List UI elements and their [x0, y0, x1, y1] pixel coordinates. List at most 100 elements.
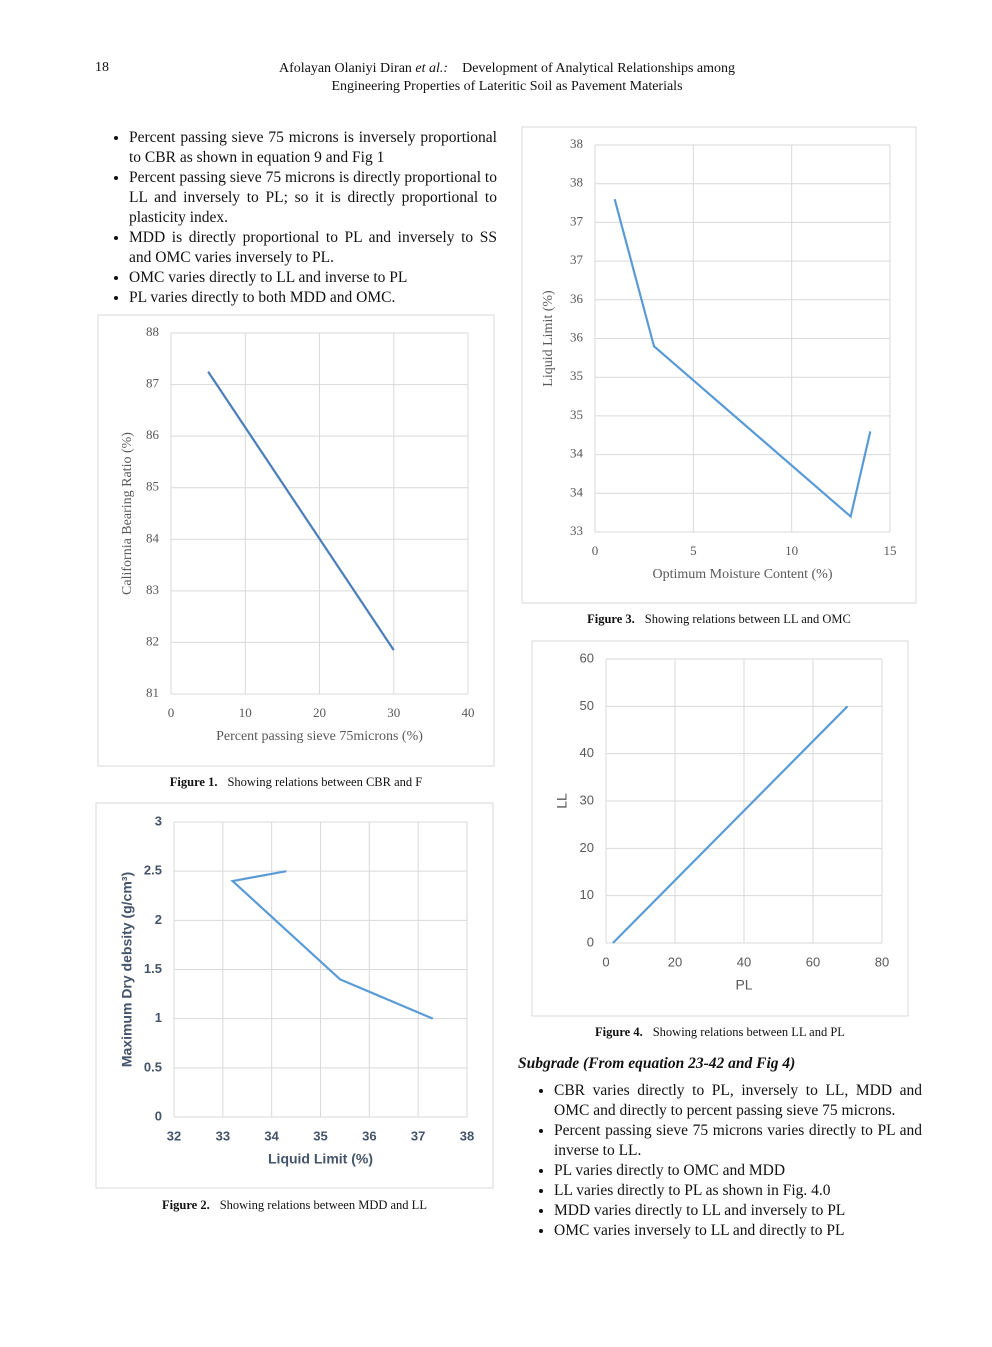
x-tick-label: 35 — [313, 1128, 327, 1143]
y-tick-label: 2 — [155, 912, 162, 927]
x-tick-label: 10 — [239, 705, 252, 720]
caption-text: Showing relations between MDD and LL — [220, 1198, 427, 1212]
y-tick-label: 60 — [580, 650, 594, 665]
x-tick-label: 0 — [592, 543, 599, 558]
y-tick-label: 10 — [580, 887, 594, 902]
x-tick-label: 40 — [462, 705, 475, 720]
y-tick-label: 87 — [146, 376, 160, 391]
x-tick-label: 20 — [668, 954, 682, 969]
y-tick-label: 36 — [570, 291, 584, 306]
x-tick-label: 40 — [737, 954, 751, 969]
x-tick-label: 15 — [884, 543, 897, 558]
title-line: Development of Analytical Relationships … — [462, 61, 736, 76]
bullet: Percent passing sieve 75 microns varies … — [554, 1121, 922, 1161]
y-tick-label: 83 — [146, 582, 159, 597]
y-tick-label: 37 — [570, 252, 584, 267]
x-tick-label: 33 — [216, 1128, 230, 1143]
title-line: Engineering Properties of Lateritic Soil… — [331, 79, 683, 94]
bullet: LL varies directly to PL as shown in Fig… — [554, 1181, 922, 1201]
data-line — [613, 198, 872, 519]
y-tick-label: 0 — [155, 1108, 162, 1123]
x-tick-label: 80 — [875, 954, 889, 969]
y-axis-title: Maximum Dry debsity (g/cm³) — [119, 872, 135, 1067]
y-tick-label: 0 — [587, 934, 594, 949]
figure-caption: Figure 3. Showing relations between LL an… — [587, 612, 851, 626]
figure-caption: Figure 2. Showing relations between MDD a… — [162, 1198, 427, 1212]
y-axis-title: California Bearing Ratio (%) — [120, 432, 135, 595]
data-line — [230, 870, 434, 1020]
y-tick-label: 1.5 — [144, 961, 162, 976]
y-tick-label: 35 — [570, 368, 583, 383]
x-tick-label: 10 — [785, 543, 798, 558]
y-tick-label: 38 — [570, 136, 583, 151]
y-axis-title: LL — [554, 793, 570, 809]
y-tick-label: 86 — [146, 427, 160, 442]
running-header: Afolayan Olaniyi Diran et al.: Developme… — [200, 60, 814, 96]
caption-label: Figure 3. — [587, 612, 635, 626]
y-tick-label: 82 — [146, 633, 159, 648]
figure-caption: Figure 4. Showing relations between LL an… — [595, 1025, 845, 1039]
y-tick-label: 34 — [570, 446, 584, 461]
y-tick-label: 30 — [580, 792, 594, 807]
caption-label: Figure 2. — [162, 1198, 210, 1212]
section-heading: Subgrade (From equation 23-42 and Fig 4) — [518, 1055, 796, 1072]
x-tick-label: 32 — [167, 1128, 181, 1143]
authors: Afolayan Olaniyi Diran — [278, 61, 412, 76]
y-tick-label: 50 — [580, 698, 594, 713]
header-line: Afolayan Olaniyi Diran et al.: Developme… — [200, 60, 814, 78]
y-tick-label: 81 — [146, 685, 159, 700]
x-tick-label: 34 — [264, 1128, 279, 1143]
data-line — [612, 705, 849, 944]
chart-frame — [97, 314, 495, 767]
bullet: PL varies directly to OMC and MDD — [554, 1161, 922, 1181]
bullet: MDD is directly proportional to PL and i… — [129, 228, 497, 268]
chart-frame — [531, 640, 909, 1017]
x-axis-title: Optimum Moisture Content (%) — [652, 567, 832, 582]
y-tick-label: 40 — [580, 745, 594, 760]
bullet: Percent passing sieve 75 microns is dire… — [129, 168, 497, 228]
figure-caption: Figure 1. Showing relations between CBR a… — [170, 775, 423, 789]
y-tick-label: 33 — [570, 523, 583, 538]
bullet: OMC varies inversely to LL and directly … — [554, 1221, 922, 1241]
bullet: MDD varies directly to LL and inversely … — [554, 1201, 922, 1221]
x-tick-label: 0 — [168, 705, 175, 720]
y-tick-label: 1 — [155, 1010, 162, 1025]
y-tick-label: 0.5 — [144, 1059, 162, 1074]
caption-text: Showing relations between LL and OMC — [645, 612, 851, 626]
bullet: PL varies directly to both MDD and OMC. — [129, 288, 497, 308]
x-tick-label: 60 — [806, 954, 820, 969]
left-bullets: Percent passing sieve 75 microns is inve… — [111, 128, 497, 308]
x-axis-title: PL — [735, 977, 752, 993]
caption-text: Showing relations between CBR and F — [227, 775, 422, 789]
subgrade-bullets: CBR varies directly to PL, inversely to … — [536, 1081, 922, 1241]
bullet: CBR varies directly to PL, inversely to … — [554, 1081, 922, 1121]
y-tick-label: 35 — [570, 407, 583, 422]
page-number: 18 — [95, 60, 109, 75]
x-axis-title: Percent passing sieve 75microns (%) — [216, 729, 423, 744]
y-tick-label: 34 — [570, 484, 584, 499]
x-tick-label: 0 — [602, 954, 609, 969]
y-tick-label: 37 — [570, 213, 584, 228]
x-tick-label: 5 — [690, 543, 697, 558]
y-tick-label: 2.5 — [144, 863, 162, 878]
data-line — [207, 371, 395, 651]
x-tick-label: 30 — [387, 705, 400, 720]
y-tick-label: 38 — [570, 175, 583, 190]
y-tick-label: 3 — [155, 813, 162, 828]
x-tick-label: 38 — [460, 1128, 474, 1143]
bullet: OMC varies directly to LL and inverse to… — [129, 268, 497, 288]
x-tick-label: 36 — [362, 1128, 376, 1143]
chart-frame — [95, 802, 494, 1189]
y-axis-title: Liquid Limit (%) — [541, 290, 556, 387]
caption-label: Figure 4. — [595, 1025, 643, 1039]
caption-label: Figure 1. — [170, 775, 218, 789]
y-tick-label: 36 — [570, 329, 584, 344]
chart-frame — [521, 126, 917, 604]
y-tick-label: 20 — [580, 840, 594, 855]
caption-text: Showing relations between LL and PL — [653, 1025, 845, 1039]
et-al: et al.: — [415, 61, 449, 76]
x-axis-title: Liquid Limit (%) — [268, 1151, 373, 1167]
y-tick-label: 85 — [146, 479, 159, 494]
